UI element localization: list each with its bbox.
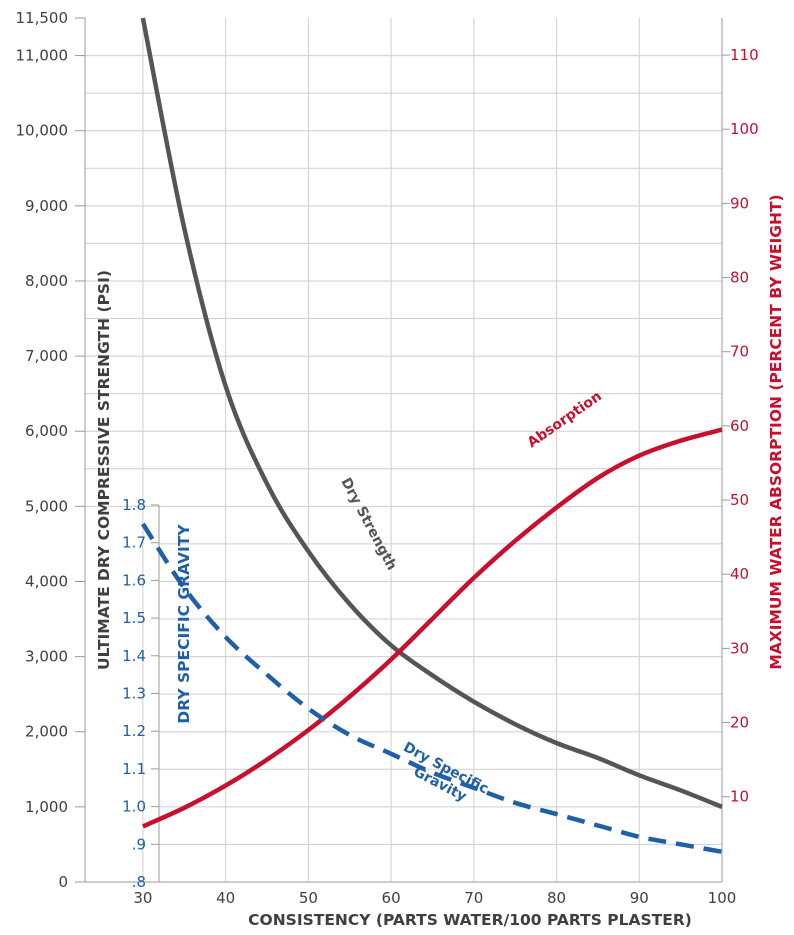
inner-tick-label: 1.8 [122, 496, 146, 514]
x-tick-label: 100 [708, 889, 737, 907]
inner-tick-label: 1.4 [122, 647, 146, 665]
right-tick-label: 10 [730, 788, 749, 806]
left-tick-label: 2,000 [25, 723, 68, 741]
x-tick-label: 40 [216, 889, 235, 907]
left-tick-label: 3,000 [25, 648, 68, 666]
grid [85, 18, 723, 882]
left-tick-label: 9,000 [25, 197, 68, 215]
specific-gravity-label: Dry Specific Gravity [393, 739, 496, 815]
right-tick-label: 40 [730, 565, 749, 583]
x-tick-label: 80 [547, 889, 566, 907]
x-tick-label: 60 [382, 889, 401, 907]
inner-tick-label: 1.6 [122, 571, 146, 589]
left-tick-label: 0 [58, 873, 68, 891]
x-tick-label: 70 [464, 889, 483, 907]
right-tick-label: 20 [730, 714, 749, 732]
inner-tick-label: .9 [132, 835, 146, 853]
left-axis-title: ULTIMATE DRY COMPRESSIVE STRENGTH (PSI) [95, 270, 113, 670]
right-tick-label: 50 [730, 491, 749, 509]
x-tick-label: 50 [299, 889, 318, 907]
inner-tick-label: 1.2 [122, 722, 146, 740]
right-tick-label: 60 [730, 417, 749, 435]
left-tick-label: 8,000 [25, 272, 68, 290]
right-tick-label: 30 [730, 639, 749, 657]
right-axis-title: MAXIMUM WATER ABSORPTION (PERCENT BY WEI… [767, 194, 785, 669]
right-tick-label: 90 [730, 194, 749, 212]
left-tick-label: 1,000 [25, 798, 68, 816]
inner-axis-title: DRY SPECIFIC GRAVITY [175, 524, 193, 724]
inner-tick-label: 1.7 [122, 534, 146, 552]
absorption-label: Absorption [525, 388, 605, 451]
left-tick-label: 4,000 [25, 572, 68, 590]
inner-tick-label: 1.5 [122, 609, 146, 627]
left-tick-label: 5,000 [25, 497, 68, 515]
right-tick-label: 70 [730, 343, 749, 361]
left-tick-label: 6,000 [25, 422, 68, 440]
tick-labels: 30 40 50 60 70 80 90 100 0 1,000 2,000 3,000 4,000 5,… [16, 9, 759, 907]
right-tick-label: 80 [730, 269, 749, 287]
left-tick-label: 11,000 [16, 47, 69, 65]
inner-tick-label: 1.3 [122, 685, 146, 703]
right-tick-label: 110 [730, 46, 759, 64]
x-axis-title: CONSISTENCY (PARTS WATER/100 PARTS PLAST… [248, 911, 692, 929]
dry-strength-label: Dry Strength [337, 475, 399, 573]
axes [75, 17, 730, 883]
x-tick-label: 90 [630, 889, 649, 907]
inner-tick-label: 1.0 [122, 798, 146, 816]
left-tick-label: 11,500 [16, 9, 69, 27]
left-tick-label: 7,000 [25, 347, 68, 365]
left-tick-label: 10,000 [16, 122, 69, 140]
absorption-line [141, 427, 723, 829]
inner-tick-label: 1.1 [122, 760, 146, 778]
inner-tick-label: .8 [132, 873, 146, 891]
specific-gravity-line [141, 522, 723, 855]
x-tick-label: 30 [133, 889, 152, 907]
dry-strength-line [140, 17, 723, 809]
series-lines [140, 17, 723, 855]
right-tick-label: 100 [730, 120, 759, 138]
